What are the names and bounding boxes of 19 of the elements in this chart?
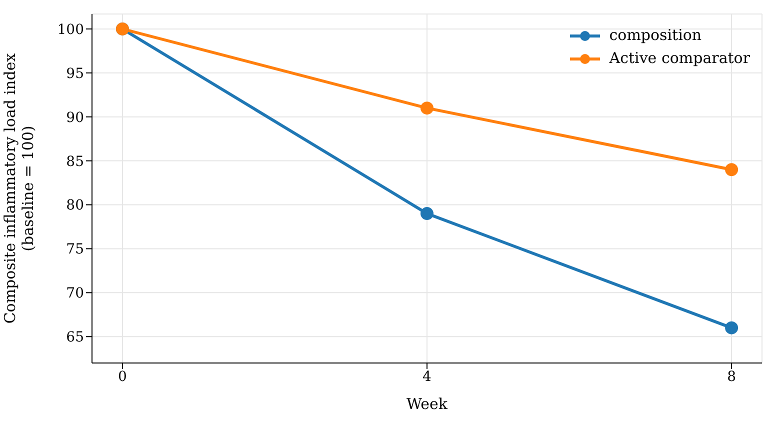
x-tick-label: 8 bbox=[727, 368, 736, 385]
y-tick-label: 85 bbox=[66, 154, 84, 170]
y-tick-label: 95 bbox=[66, 66, 84, 82]
point bbox=[725, 163, 738, 176]
y-axis-title: Composite inflammatory load index (baseline = 100) bbox=[1, 52, 37, 324]
legend-label: Active comparator bbox=[609, 48, 750, 69]
y-tick-label: 75 bbox=[66, 242, 84, 258]
y-tick-label: 100 bbox=[57, 22, 84, 38]
legend-label: composition bbox=[609, 25, 702, 46]
x-tick-label: 0 bbox=[118, 368, 127, 385]
y-tick-label: 80 bbox=[66, 198, 84, 214]
x-tick-label: 4 bbox=[422, 368, 432, 385]
y-tick-label: 90 bbox=[66, 110, 84, 126]
y-tick-label: 65 bbox=[66, 330, 84, 346]
y-tick-label: 70 bbox=[66, 286, 84, 302]
x-axis-title: Week bbox=[406, 395, 448, 413]
point bbox=[725, 321, 738, 334]
point bbox=[420, 102, 434, 115]
point bbox=[420, 207, 434, 220]
